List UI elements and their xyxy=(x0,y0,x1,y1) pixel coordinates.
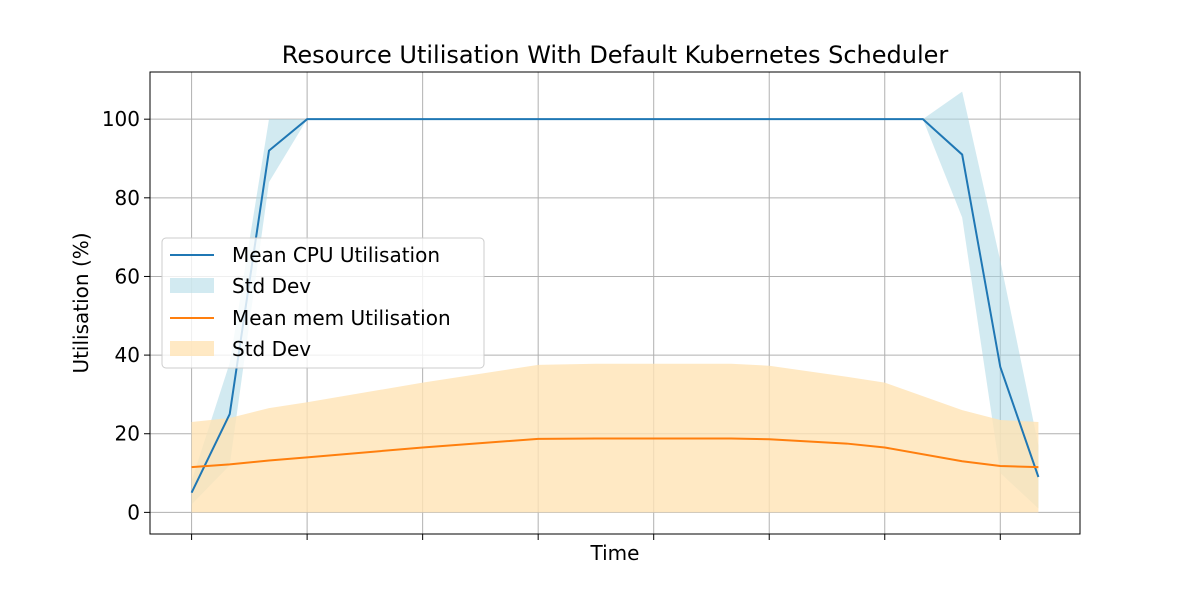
legend-label-cpu: Mean CPU Utilisation xyxy=(232,243,440,267)
legend-label-cpu-std: Std Dev xyxy=(232,274,311,298)
y-tick-label-60: 60 xyxy=(115,264,140,288)
plot-frame xyxy=(149,71,1081,535)
legend-label-mem: Mean mem Utilisation xyxy=(232,306,451,330)
y-tick-label-40: 40 xyxy=(115,343,140,367)
x-axis-label: Time xyxy=(590,541,640,565)
legend-box xyxy=(161,237,485,369)
axis-ticks: 0 20 40 60 80 100 xyxy=(102,107,1001,540)
series-line-0 xyxy=(190,118,1040,494)
y-tick-label-0: 0 xyxy=(127,500,140,524)
y-tick-label-100: 100 xyxy=(102,107,140,131)
y-tick-label-20: 20 xyxy=(115,422,140,446)
chart-title: Resource Utilisation With Default Kubern… xyxy=(282,41,949,69)
legend: Mean CPU Utilisation Std Dev Mean mem Ut… xyxy=(161,237,485,369)
y-axis-label: Utilisation (%) xyxy=(69,232,93,373)
legend-swatch-mem-std xyxy=(170,341,214,356)
series-line-1 xyxy=(191,437,1039,469)
std-dev-band-0 xyxy=(191,91,1039,509)
legend-label-mem-std: Std Dev xyxy=(232,337,311,361)
legend-swatch-cpu-std xyxy=(170,278,214,293)
series-lines xyxy=(190,118,1040,494)
y-tick-label-80: 80 xyxy=(115,186,140,210)
